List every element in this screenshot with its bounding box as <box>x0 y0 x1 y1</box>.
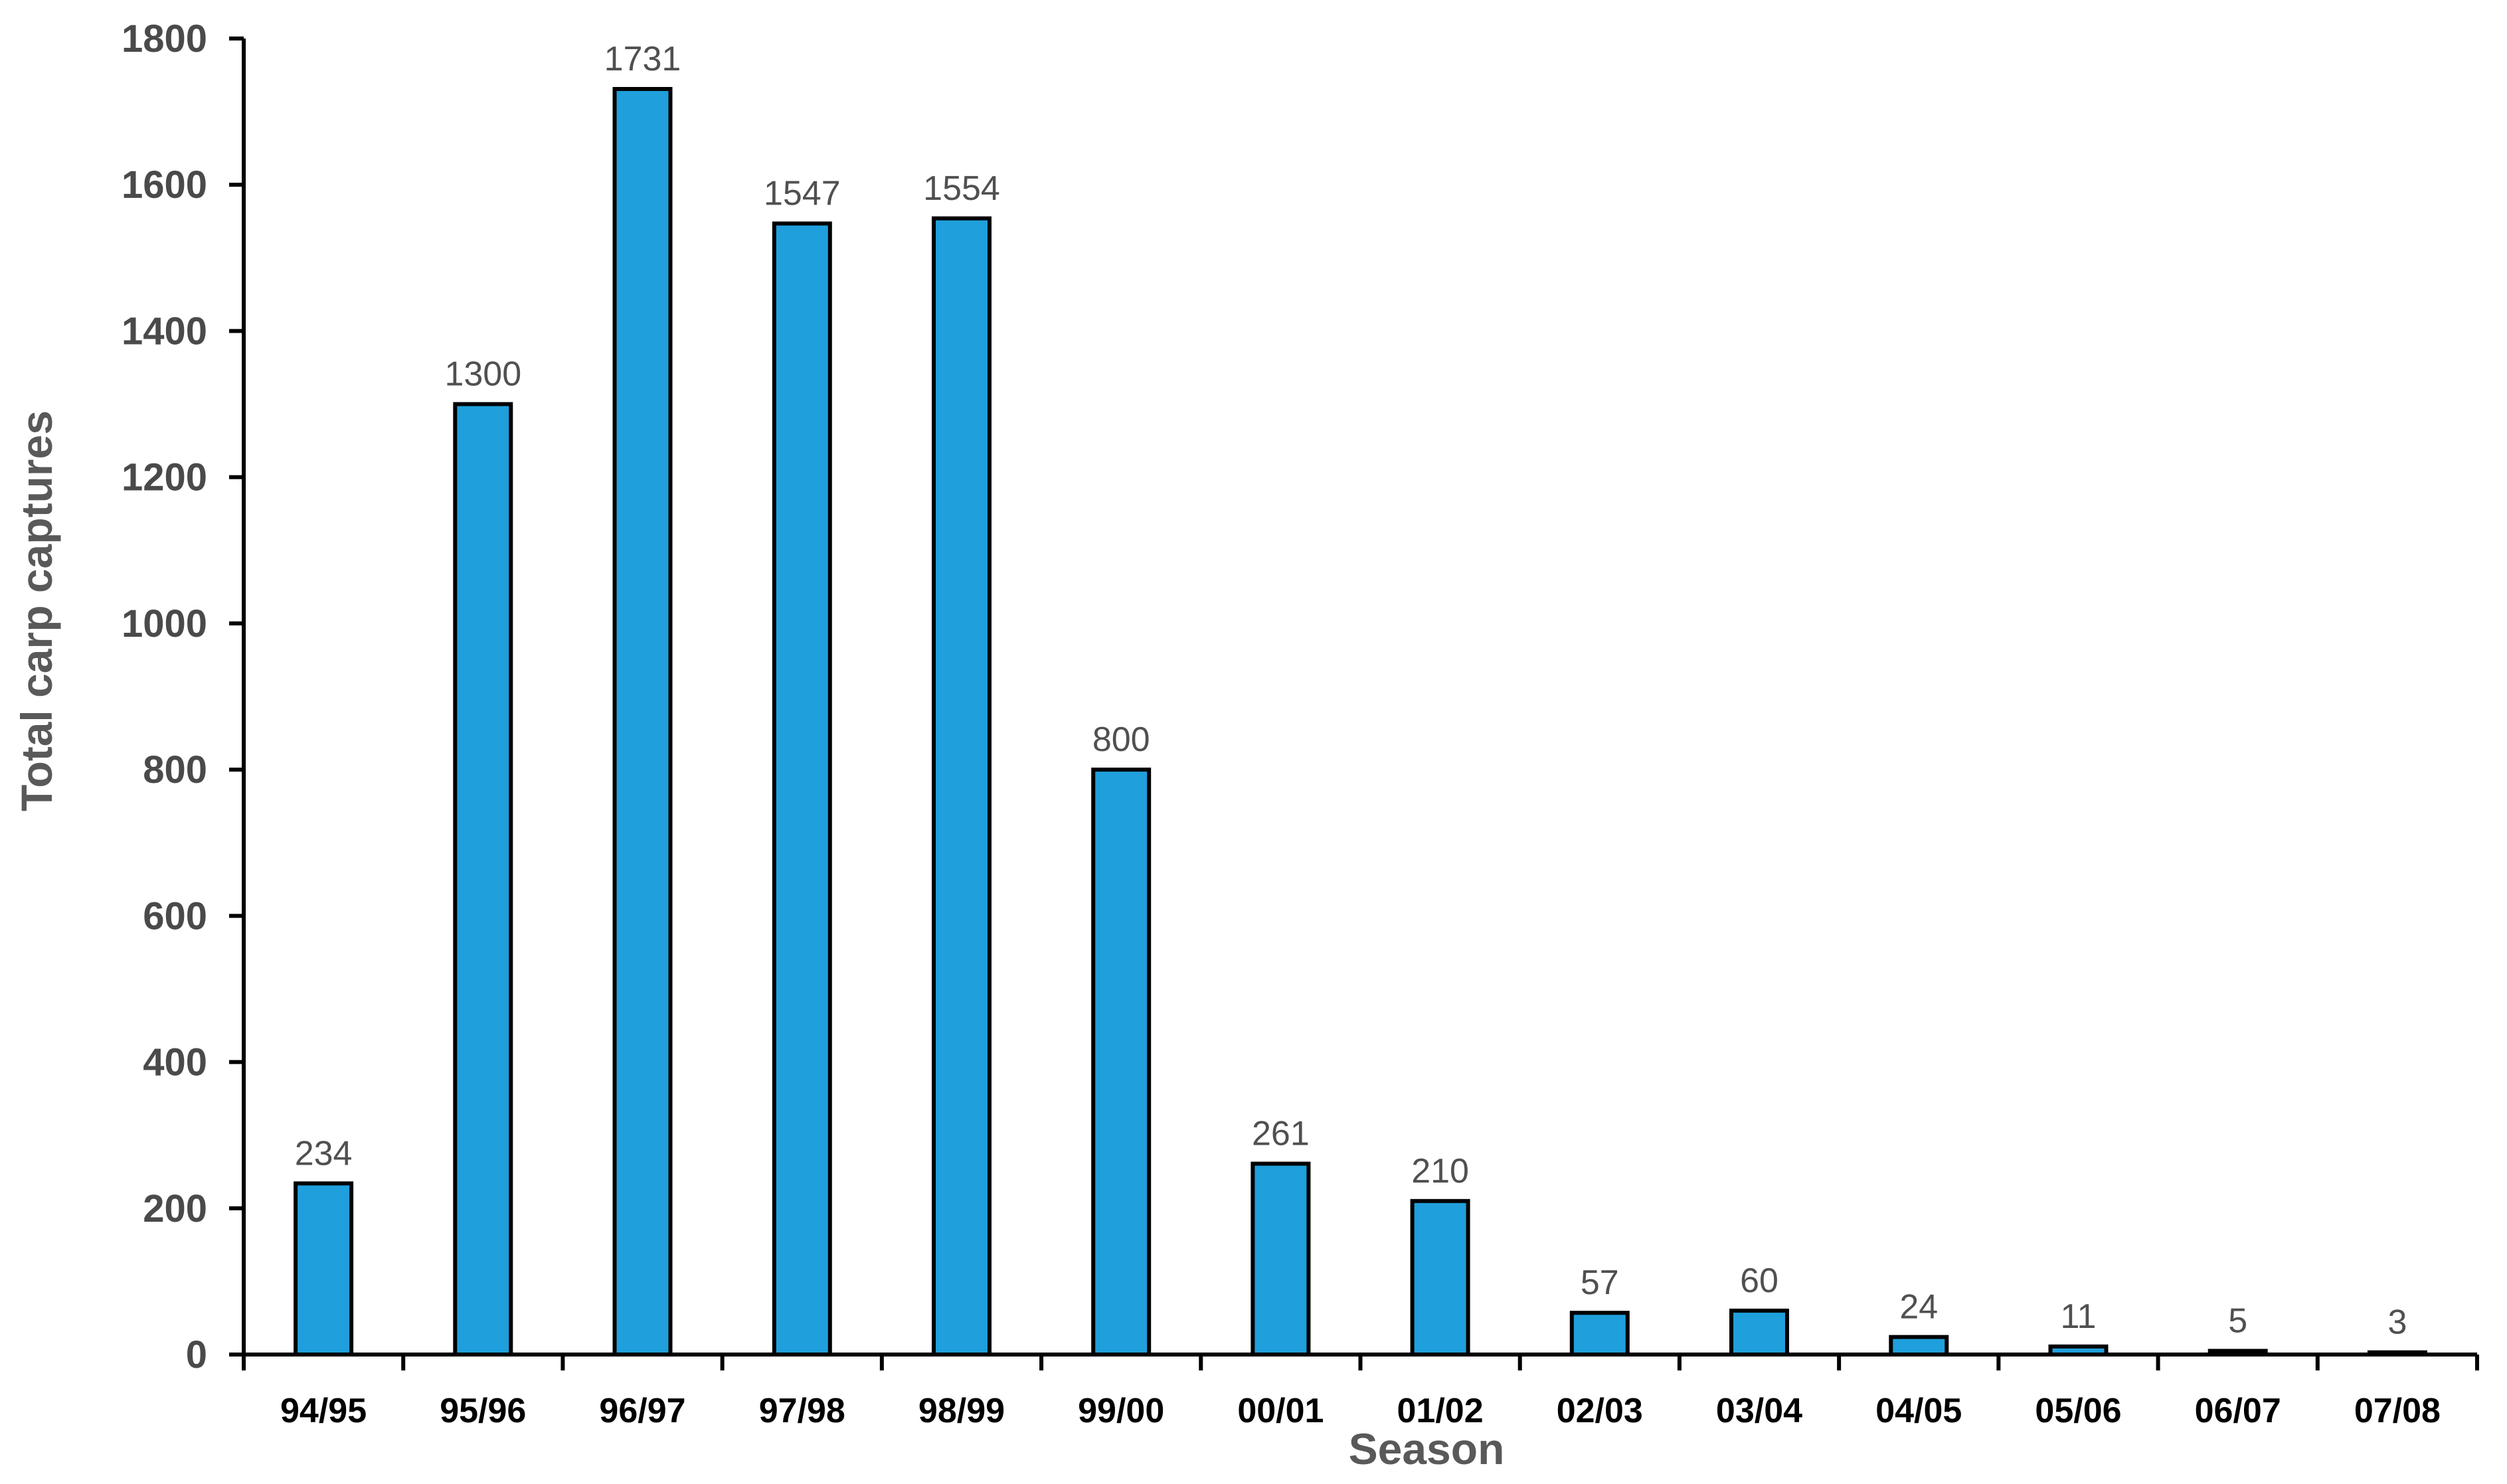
data-label: 234 <box>295 1134 353 1173</box>
x-tick-label: 01/02 <box>1397 1392 1484 1430</box>
data-label: 1554 <box>923 169 1000 208</box>
x-axis-title: Season <box>1349 1424 1505 1473</box>
data-label: 24 <box>1899 1288 1938 1327</box>
data-label: 210 <box>1411 1152 1469 1191</box>
y-tick-label: 1400 <box>122 309 207 353</box>
y-tick-label: 1200 <box>122 456 207 499</box>
bar-96-97 <box>612 87 673 1357</box>
x-tick-label: 99/00 <box>1078 1392 1164 1430</box>
bar-04-05 <box>1889 1335 1949 1357</box>
y-tick-label: 800 <box>143 748 207 791</box>
bar-02-03 <box>1569 1311 1630 1357</box>
y-tick-label: 1800 <box>122 17 207 60</box>
x-tick-label: 05/06 <box>2035 1392 2121 1430</box>
x-tick-label: 97/98 <box>759 1392 845 1430</box>
y-tick-label: 1000 <box>122 602 207 645</box>
x-tick-label: 95/96 <box>440 1392 526 1430</box>
y-tick-label: 200 <box>143 1187 207 1230</box>
x-tick-label: 98/99 <box>918 1392 1005 1430</box>
bar-98-99 <box>932 216 992 1357</box>
x-tick-label: 96/97 <box>599 1392 685 1430</box>
x-tick-label: 06/07 <box>2195 1392 2281 1430</box>
data-label: 1547 <box>764 175 841 213</box>
x-tick-label: 00/01 <box>1237 1392 1324 1430</box>
data-label: 261 <box>1252 1115 1310 1153</box>
y-axis-title: Total carp captures <box>12 410 61 811</box>
bar-00-01 <box>1251 1161 1311 1357</box>
bar-95-96 <box>453 402 513 1357</box>
bar-99-00 <box>1091 768 1152 1357</box>
x-tick-label: 07/08 <box>2354 1392 2441 1430</box>
data-label: 1300 <box>444 355 521 394</box>
bar-01-02 <box>1410 1198 1470 1357</box>
y-tick-label: 0 <box>186 1333 207 1376</box>
data-label: 1731 <box>604 40 681 78</box>
y-tick-label: 400 <box>143 1041 207 1084</box>
y-tick-label: 600 <box>143 894 207 938</box>
y-tick-label: 1600 <box>122 163 207 206</box>
data-label: 800 <box>1092 720 1150 759</box>
data-label: 60 <box>1740 1262 1778 1300</box>
x-tick-label: 04/05 <box>1875 1392 1962 1430</box>
data-label: 57 <box>1581 1264 1619 1302</box>
data-label: 5 <box>2228 1302 2247 1341</box>
x-tick-label: 03/04 <box>1716 1392 1802 1430</box>
data-label: 11 <box>2061 1297 2097 1336</box>
bar-97-98 <box>772 221 832 1357</box>
bar-03-04 <box>1729 1308 1789 1357</box>
data-label: 3 <box>2387 1303 2407 1342</box>
x-tick-label: 02/03 <box>1557 1392 1643 1430</box>
x-tick-label: 94/95 <box>280 1392 367 1430</box>
bar-94-95 <box>294 1181 354 1357</box>
